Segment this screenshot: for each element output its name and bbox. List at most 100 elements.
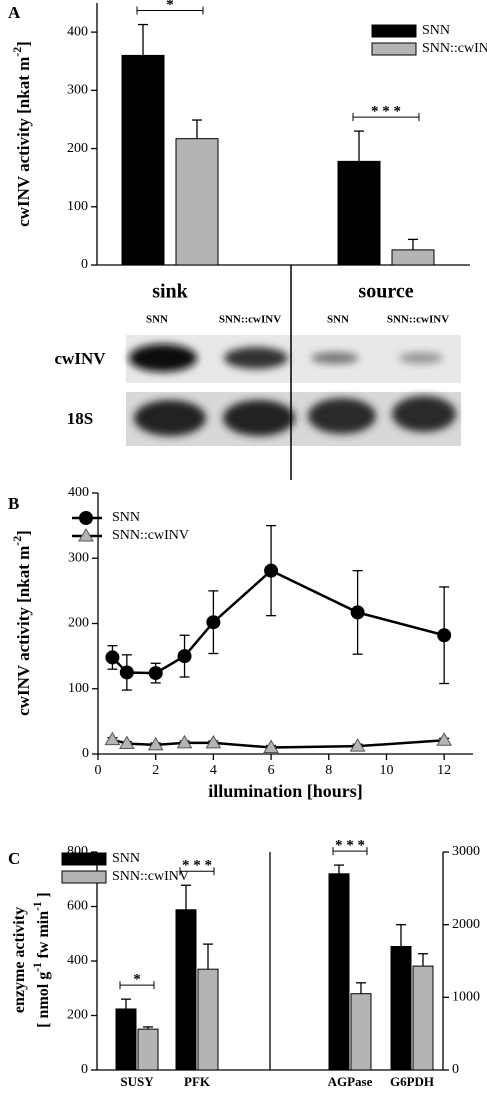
- y-tick-label: 400: [67, 24, 88, 39]
- superscript: -2: [10, 536, 24, 546]
- data-point: [148, 666, 163, 681]
- y-tick-label: 100: [68, 681, 89, 696]
- label-part: fw min: [35, 911, 52, 963]
- data-point: [119, 665, 134, 680]
- x-tick-label: 0: [95, 763, 102, 778]
- legend-swatch: [61, 852, 107, 866]
- x-tick-label: AGPase: [328, 1074, 373, 1089]
- x-tick-label: 12: [437, 763, 451, 778]
- y-tick-label: 200: [67, 1008, 88, 1023]
- data-point: [118, 735, 135, 750]
- x-tick-label: 4: [210, 763, 217, 778]
- y-tick-label: 100: [67, 199, 88, 214]
- label-part: ]: [35, 892, 52, 901]
- panel-label: B: [8, 494, 19, 513]
- bar: [175, 909, 197, 1071]
- band: [392, 396, 456, 432]
- bar: [390, 945, 412, 1071]
- legend-marker: [79, 511, 93, 525]
- x-tick-label: 10: [379, 763, 393, 778]
- data-point: [264, 563, 279, 578]
- legend-label: SNN: [422, 23, 450, 38]
- significance-label: * * *: [182, 858, 212, 874]
- bar: [350, 993, 372, 1071]
- y-tick-label: 0: [81, 257, 88, 272]
- y-tick-label: 0: [452, 1062, 459, 1077]
- label-part: ]: [14, 530, 33, 536]
- data-point: [105, 650, 120, 665]
- y-axis-label: cwINV activity [nkat m-2]: [10, 530, 33, 716]
- data-point: [436, 732, 453, 746]
- y-tick-label: 2000: [452, 917, 480, 932]
- significance-label: *: [133, 972, 141, 988]
- data-point: [176, 734, 193, 749]
- y-axis-label: enzyme activity: [11, 907, 28, 1013]
- data-point: [147, 736, 164, 751]
- bar: [197, 968, 219, 1071]
- x-tick-label: source: [358, 281, 413, 303]
- band: [134, 400, 206, 436]
- bar: [328, 873, 350, 1071]
- x-tick-label: PFK: [184, 1074, 211, 1089]
- band: [311, 352, 359, 364]
- bar: [137, 1028, 159, 1071]
- y-axis-label: [ nmol g-1 fw min-1 ]: [32, 892, 52, 1028]
- superscript: -2: [10, 47, 24, 57]
- data-point: [437, 628, 452, 643]
- data-point: [177, 649, 192, 664]
- superscript: -1: [32, 962, 44, 972]
- y-tick-label: 400: [67, 953, 88, 968]
- x-axis-label: illumination [hours]: [208, 781, 363, 801]
- bar: [391, 249, 435, 266]
- bar: [412, 965, 434, 1071]
- legend-label: SNN::cwINV: [112, 869, 189, 884]
- x-tick-label: SUSY: [120, 1074, 154, 1089]
- x-tick-label: 8: [325, 763, 332, 778]
- label-part: ]: [14, 41, 33, 47]
- band: [129, 344, 197, 372]
- row-label: cwINV: [55, 349, 107, 368]
- legend-swatch: [371, 42, 417, 56]
- data-point: [349, 738, 366, 752]
- band: [399, 352, 443, 364]
- bar: [175, 138, 219, 266]
- lane-label: SNN::cwINV: [387, 314, 449, 326]
- band: [224, 347, 288, 369]
- y-tick-label: 0: [82, 746, 89, 761]
- label-part: cwINV activity [nkat m: [14, 57, 33, 227]
- lane-label: SNN::cwINV: [219, 314, 281, 326]
- y-tick-label: 300: [68, 550, 89, 565]
- x-tick-label: G6PDH: [390, 1074, 434, 1089]
- y-tick-label: 200: [67, 141, 88, 156]
- x-tick-label: sink: [152, 281, 188, 303]
- legend-swatch: [61, 870, 107, 884]
- data-point: [350, 605, 365, 620]
- label-part: [ nmol g: [35, 972, 52, 1028]
- data-point: [206, 615, 221, 630]
- row-label: 18S: [67, 409, 93, 428]
- legend-label: SNN::cwINV: [112, 528, 189, 543]
- x-tick-label: 2: [152, 763, 159, 778]
- legend-swatch: [371, 24, 417, 38]
- blot: SNN SNN::cwINV SNN SNN::cwINV cwINV 18S: [55, 265, 461, 480]
- legend-label: SNN::cwINV: [422, 41, 487, 56]
- y-tick-label: 0: [81, 1062, 88, 1077]
- x-tick-label: 6: [268, 763, 275, 778]
- label-part: cwINV activity [nkat m: [14, 546, 33, 716]
- lane-label: SNN: [327, 314, 349, 326]
- legend-label: SNN: [112, 851, 140, 866]
- lane-label: SNN: [146, 314, 168, 326]
- y-tick-label: 600: [67, 899, 88, 914]
- y-tick-label: 300: [67, 83, 88, 98]
- significance-label: *: [166, 0, 174, 13]
- data-point: [104, 731, 121, 746]
- y-tick-label: 1000: [452, 990, 480, 1005]
- band: [308, 398, 376, 434]
- data-point: [205, 734, 222, 749]
- data-point: [263, 739, 279, 753]
- y-tick-label: 3000: [452, 844, 480, 859]
- significance-label: * * *: [371, 104, 401, 120]
- significance-label: * * *: [335, 838, 365, 854]
- legend-marker: [78, 528, 94, 542]
